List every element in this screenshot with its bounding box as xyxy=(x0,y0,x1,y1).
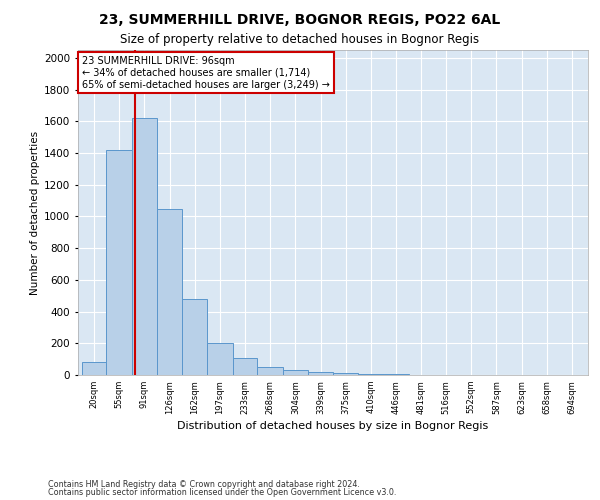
Bar xyxy=(157,208,182,375)
Text: 23, SUMMERHILL DRIVE, BOGNOR REGIS, PO22 6AL: 23, SUMMERHILL DRIVE, BOGNOR REGIS, PO22… xyxy=(100,12,500,26)
Bar xyxy=(207,344,233,375)
X-axis label: Distribution of detached houses by size in Bognor Regis: Distribution of detached houses by size … xyxy=(178,420,488,430)
Bar xyxy=(283,370,308,375)
Bar xyxy=(233,358,257,375)
Text: Contains HM Land Registry data © Crown copyright and database right 2024.: Contains HM Land Registry data © Crown c… xyxy=(48,480,360,489)
Text: 23 SUMMERHILL DRIVE: 96sqm
← 34% of detached houses are smaller (1,714)
65% of s: 23 SUMMERHILL DRIVE: 96sqm ← 34% of deta… xyxy=(82,56,330,90)
Bar xyxy=(182,299,207,375)
Bar xyxy=(106,150,132,375)
Text: Contains public sector information licensed under the Open Government Licence v3: Contains public sector information licen… xyxy=(48,488,397,497)
Bar xyxy=(384,374,409,375)
Bar xyxy=(358,374,384,375)
Bar xyxy=(132,118,157,375)
Bar xyxy=(308,372,334,375)
Text: Size of property relative to detached houses in Bognor Regis: Size of property relative to detached ho… xyxy=(121,32,479,46)
Bar xyxy=(257,367,283,375)
Y-axis label: Number of detached properties: Number of detached properties xyxy=(30,130,40,294)
Bar xyxy=(82,362,106,375)
Bar xyxy=(334,372,358,375)
